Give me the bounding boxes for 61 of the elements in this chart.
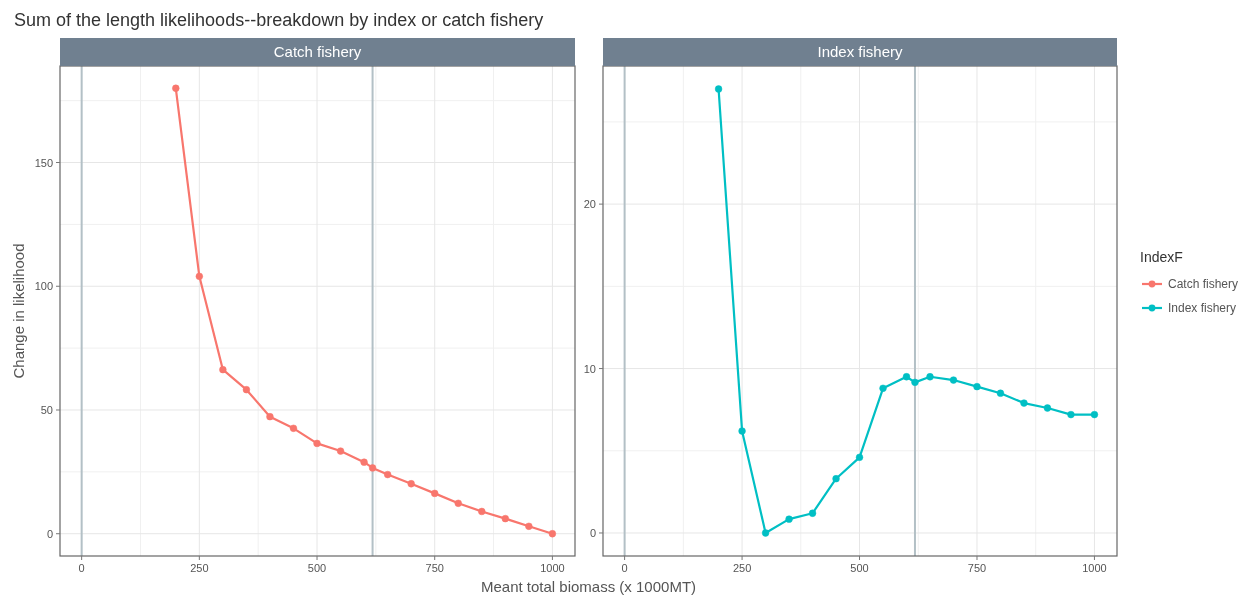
point <box>368 464 377 472</box>
point <box>219 366 227 374</box>
point <box>911 378 919 387</box>
point <box>1090 410 1099 419</box>
y-tick-label: 150 <box>34 156 53 169</box>
point <box>407 480 415 488</box>
chart-subtitle: Index fishery <box>817 43 904 60</box>
x-tick-label: 750 <box>967 562 987 574</box>
point <box>1067 410 1075 419</box>
point <box>431 489 439 498</box>
x-tick-label: 750 <box>425 562 444 574</box>
x-tick-label: 1000 <box>540 562 565 574</box>
point <box>714 85 723 93</box>
x-tick-label: 250 <box>732 562 752 574</box>
point <box>996 389 1005 397</box>
point <box>525 522 533 530</box>
point <box>454 499 462 507</box>
chart-title: Sum of the length likelihoods--breakdown by index or catch fishery <box>14 10 544 30</box>
point <box>902 373 911 381</box>
point <box>926 373 934 381</box>
x-tick-label: 1000 <box>1082 562 1107 574</box>
x-axis-title: Meant total biomass (x 1000MT) <box>480 578 697 595</box>
point <box>289 424 298 432</box>
point <box>478 507 486 516</box>
point <box>832 475 840 483</box>
point <box>548 530 557 538</box>
point <box>383 470 392 479</box>
point <box>1020 399 1028 407</box>
y-axis-title: Change in likelihood <box>10 243 27 379</box>
y-tick-label: 0 <box>589 526 596 539</box>
point <box>360 458 368 466</box>
text: Catch fishery <box>273 43 362 60</box>
y-tick-label: 0 <box>46 527 53 540</box>
point <box>761 529 770 537</box>
text: IndexF <box>1140 249 1183 265</box>
y-tick-label: 100 <box>34 280 53 293</box>
point <box>266 413 274 421</box>
point <box>313 439 321 448</box>
point <box>336 447 345 455</box>
x-tick-label: 0 <box>78 562 85 574</box>
point <box>973 382 981 391</box>
x-tick-label: 500 <box>307 562 327 574</box>
point <box>855 453 864 461</box>
text: Catch fishery <box>1168 277 1239 291</box>
point <box>1043 404 1052 412</box>
point <box>738 427 746 435</box>
point <box>501 514 509 523</box>
x-tick-label: 250 <box>190 562 209 574</box>
point <box>172 84 180 92</box>
point <box>785 515 793 523</box>
x-tick-label: 0 <box>621 562 628 574</box>
legend-label: Index fishery <box>1168 301 1237 315</box>
point <box>808 509 817 517</box>
x-tick-label: 500 <box>850 562 869 574</box>
point <box>879 384 887 392</box>
y-tick-label: 50 <box>40 403 53 416</box>
point <box>195 272 203 280</box>
point <box>242 386 251 394</box>
point <box>949 376 958 384</box>
y-tick-label: 20 <box>583 198 596 211</box>
y-tick-label: 10 <box>583 362 596 375</box>
